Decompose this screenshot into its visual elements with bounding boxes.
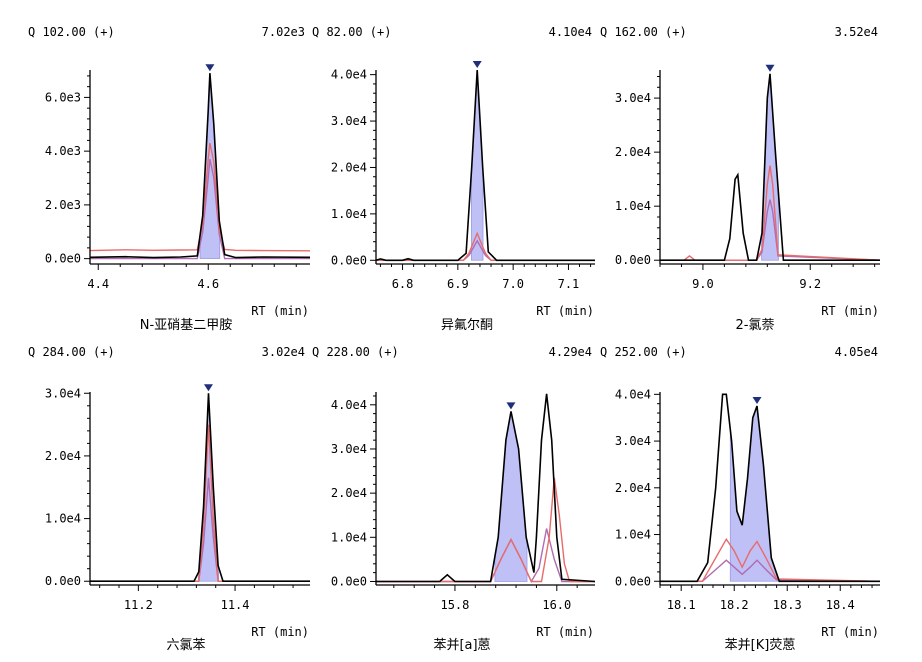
chromatogram-panel: Q 252.00 (+) 4.05e4 0.0e0 1.0e4 2.0e4 3.0e4 4.… [600,345,881,653]
retention-time-marker [203,384,213,392]
quant-ion-trace [660,393,880,583]
y-tick-label: 0.0e0 [331,253,367,267]
chromatogram-panel: Q 228.00 (+) 4.29e4 0.0e0 1.0e4 2.0e4 3.0e4 4.… [312,345,596,653]
quant-ion-trace [89,73,311,259]
x-tick-label: 9.2 [799,277,821,291]
integrated-peak-area [729,405,784,582]
y-tick-label: 2.0e4 [45,449,81,463]
compound-name: 异氟尔酮 [441,318,493,333]
x-tick-label: 7.0 [502,277,524,291]
retention-time-marker [765,64,775,72]
y-tick-label: 1.0e4 [615,199,651,213]
qualifier-ion-trace [376,477,595,583]
abundance-label: 3.02e4 [262,345,305,359]
qualifier-ion-trace [90,159,310,260]
y-tick-label: 0.0e0 [45,574,81,588]
y-tick-label: 4.0e4 [331,68,367,82]
x-tick-label: 18.1 [667,598,696,612]
x-axis-label: RT (min) [251,625,309,639]
x-tick-label: 18.3 [773,598,802,612]
chromatogram-panel: Q 284.00 (+) 3.02e4 0.0e0 1.0e4 2.0e4 3.0e4 11… [28,345,310,653]
y-tick-label: 2.0e4 [615,481,651,495]
y-tick-label: 3.0e4 [45,386,81,400]
y-tick-label: 3.0e4 [615,434,651,448]
x-tick-label: 7.1 [558,277,580,291]
ion-label: Q 162.00 (+) [600,25,687,39]
x-tick-label: 16.0 [542,598,571,612]
y-tick-label: 2.0e3 [45,198,81,212]
qualifier-ion-trace [90,424,310,582]
y-tick-label: 3.0e4 [331,442,367,456]
chromatogram-panel: Q 102.00 (+) 7.02e3 0.0e0 2.0e3 4.0e3 6.0e3 4.… [28,25,311,333]
qualifier-ion-trace [376,231,595,261]
compound-name: 苯并[a]蒽 [433,638,490,653]
x-axis-label: RT (min) [821,304,879,318]
y-tick-label: 0.0e0 [615,574,651,588]
abundance-label: 4.10e4 [549,25,592,39]
y-tick-label: 4.0e4 [615,387,651,401]
quant-ion-trace [376,393,596,583]
y-tick-label: 1.0e4 [45,512,81,526]
retention-time-marker [752,397,762,405]
x-tick-label: 11.2 [124,598,153,612]
x-axis-label: RT (min) [536,304,594,318]
compound-name: 苯并[K]荧蒽 [725,638,796,653]
compound-name: 2-氯萘 [736,318,775,333]
ion-label: Q 284.00 (+) [28,345,115,359]
chromatogram-panel: Q 162.00 (+) 3.52e4 0.0e0 1.0e4 2.0e4 3.0e4 9.… [600,25,881,333]
qualifier-ion-trace [660,537,881,582]
ion-label: Q 82.00 (+) [312,25,391,39]
ion-label: Q 228.00 (+) [312,345,399,359]
y-tick-label: 0.0e0 [331,574,367,588]
y-tick-label: 2.0e4 [331,160,367,174]
y-tick-label: 3.0e4 [331,114,367,128]
qualifier-ion-trace [89,142,311,252]
x-tick-label: 4.4 [87,277,109,291]
y-tick-label: 0.0e0 [45,252,81,266]
y-tick-label: 4.0e4 [331,398,367,412]
x-tick-label: 18.4 [826,598,855,612]
x-axis-label: RT (min) [821,625,879,639]
y-tick-label: 6.0e3 [45,90,81,104]
y-tick-label: 4.0e3 [45,144,81,158]
abundance-label: 3.52e4 [835,25,878,39]
chromatogram-panel: Q 82.00 (+) 4.10e4 0.0e0 1.0e4 2.0e4 3.0e4 4.0… [312,25,595,333]
y-tick-label: 2.0e4 [331,486,367,500]
y-tick-label: 2.0e4 [615,145,651,159]
ion-label: Q 252.00 (+) [600,345,687,359]
qualifier-ion-trace [660,165,881,261]
compound-name: 六氯苯 [166,638,205,653]
abundance-label: 4.29e4 [549,345,592,359]
y-tick-label: 3.0e4 [615,91,651,105]
x-axis-label: RT (min) [536,625,594,639]
y-tick-label: 1.0e4 [615,528,651,542]
quant-ion-trace [660,73,880,262]
y-tick-label: 1.0e4 [331,207,367,221]
x-tick-label: 9.0 [692,277,714,291]
retention-time-marker [472,61,482,68]
quant-ion-trace [90,393,310,583]
y-tick-label: 1.0e4 [331,530,367,544]
x-axis-label: RT (min) [251,304,309,318]
compound-name: N-亚硝基二甲胺 [140,318,232,333]
ion-label: Q 102.00 (+) [28,25,115,39]
abundance-label: 4.05e4 [835,345,878,359]
qualifier-ion-trace [376,239,595,261]
x-tick-label: 15.8 [440,598,469,612]
quant-ion-trace [375,69,595,262]
y-tick-label: 0.0e0 [615,253,651,267]
x-tick-label: 18.2 [720,598,749,612]
x-tick-label: 4.6 [197,277,219,291]
retention-time-marker [205,64,215,72]
retention-time-marker [506,402,516,410]
x-tick-label: 11.4 [221,598,250,612]
x-tick-label: 6.8 [392,277,414,291]
abundance-label: 7.02e3 [262,25,305,39]
x-tick-label: 6.9 [447,277,469,291]
qualifier-ion-trace [660,559,881,582]
